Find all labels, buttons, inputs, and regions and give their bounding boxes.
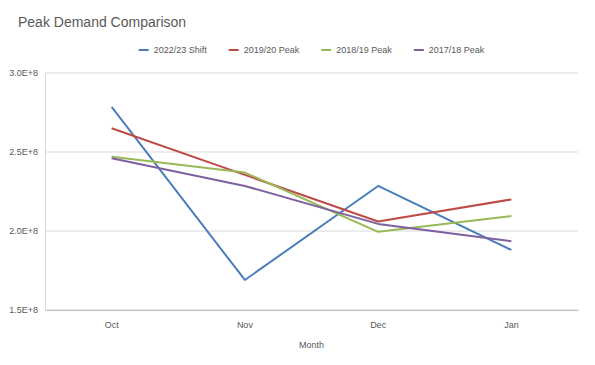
y-tick: 1.5E+8 [9, 305, 45, 315]
series-line [112, 107, 512, 280]
x-tick: Oct [105, 310, 120, 330]
x-axis-line [46, 310, 579, 311]
x-axis: Oct Nov Dec Jan [46, 310, 579, 330]
y-tick: 3.0E+8 [9, 68, 45, 78]
legend-swatch [139, 49, 149, 51]
legend-swatch [321, 49, 331, 51]
x-tick-label: Dec [370, 320, 387, 330]
x-tick: Nov [237, 310, 254, 330]
legend-swatch [229, 49, 239, 51]
y-tick-label: 3.0E+8 [9, 68, 38, 78]
x-tick-label: Nov [237, 320, 254, 330]
legend: 2022/23 Shift 2019/20 Peak 2018/19 Peak 201… [139, 45, 485, 55]
plot-area: 1.5E+8 2.0E+8 2.5E+8 3.0E+8 Oct Nov Dec Jan [9, 68, 578, 330]
y-tick-label: 2.5E+8 [9, 147, 38, 157]
legend-swatch [414, 49, 424, 51]
series-line [112, 158, 512, 241]
grid-line [45, 310, 578, 311]
series-line [112, 128, 512, 221]
legend-label: 2022/23 Shift [154, 45, 208, 55]
series-group [112, 107, 512, 280]
y-tick-label: 1.5E+8 [9, 305, 38, 315]
y-axis-line [45, 74, 46, 311]
legend-label: 2019/20 Peak [244, 45, 300, 55]
y-tick: 2.5E+8 [9, 147, 45, 157]
legend-item: 2018/19 Peak [321, 45, 392, 55]
grid-line [45, 73, 578, 74]
legend-item: 2022/23 Shift [139, 45, 208, 55]
y-tick: 2.0E+8 [9, 226, 45, 236]
grid-line [45, 231, 578, 232]
chart: Peak Demand Comparison 1.5E+8 2.0E+8 2.5E+8… [0, 0, 595, 365]
legend-item: 2017/18 Peak [414, 45, 485, 55]
x-tick-label: Jan [504, 320, 519, 330]
x-tick-label: Oct [105, 320, 120, 330]
grid [45, 73, 578, 310]
grid-line [45, 152, 578, 153]
legend-label: 2017/18 Peak [429, 45, 485, 55]
legend-label: 2018/19 Peak [336, 45, 392, 55]
x-tick: Dec [370, 310, 387, 330]
legend-item: 2019/20 Peak [229, 45, 300, 55]
series-line [112, 157, 512, 232]
x-axis-title: Month [299, 340, 324, 350]
x-tick: Jan [504, 310, 519, 330]
y-axis: 1.5E+8 2.0E+8 2.5E+8 3.0E+8 [9, 68, 45, 315]
y-tick-label: 2.0E+8 [9, 226, 38, 236]
title: Peak Demand Comparison [18, 14, 186, 30]
